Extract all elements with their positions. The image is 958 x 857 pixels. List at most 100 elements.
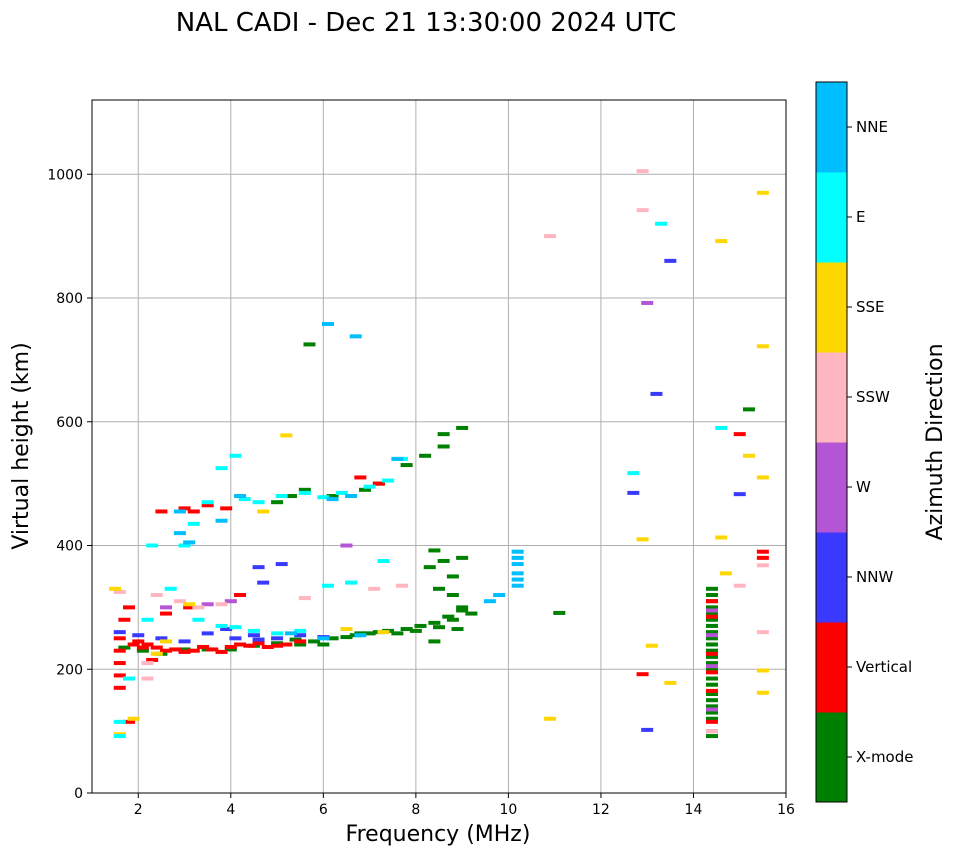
x-axis-ticks: 2 4 6 8 10 12 14 16	[134, 793, 795, 818]
colorbar-frame	[815, 81, 848, 803]
data-point	[123, 719, 136, 724]
data-point	[511, 562, 524, 567]
data-point	[377, 630, 390, 635]
data-point	[183, 602, 196, 607]
data-point	[173, 531, 186, 536]
data-point	[178, 639, 191, 644]
series-w	[160, 300, 718, 712]
data-point	[150, 593, 163, 597]
data-point	[229, 636, 242, 641]
data-layer	[109, 169, 769, 739]
data-point	[756, 630, 769, 635]
data-point	[358, 487, 371, 492]
data-point	[247, 628, 260, 633]
data-point	[511, 555, 524, 560]
plot-frame	[91, 99, 787, 794]
data-point	[229, 625, 242, 630]
data-point	[224, 599, 237, 604]
y-tick-label: 800	[56, 291, 83, 307]
data-point	[183, 605, 196, 610]
data-point	[372, 481, 385, 486]
y-tick-label: 200	[56, 662, 83, 678]
data-point	[437, 558, 450, 563]
data-point	[113, 685, 126, 690]
data-point	[234, 494, 247, 498]
data-point	[109, 586, 122, 591]
colorbar-label: Vertical	[856, 658, 912, 676]
data-point	[201, 500, 214, 505]
data-point	[326, 494, 339, 498]
data-point	[511, 549, 524, 554]
data-point	[465, 611, 478, 616]
data-point	[321, 321, 334, 326]
data-point	[446, 617, 459, 622]
series-ssw	[113, 169, 769, 734]
x-axis-label: Frequency (MHz)	[346, 822, 531, 847]
data-point	[271, 636, 284, 641]
colorbar-label: W	[856, 478, 871, 496]
data-point	[705, 636, 718, 641]
data-point	[636, 537, 649, 542]
data-point	[113, 661, 126, 666]
data-point	[423, 565, 436, 570]
colorbar-segment	[816, 622, 847, 713]
data-point	[169, 647, 182, 652]
x-tick-label: 14	[685, 802, 703, 818]
data-point	[705, 593, 718, 597]
data-point	[756, 190, 769, 195]
y-tick-label: 1000	[47, 167, 83, 183]
x-tick-label: 12	[592, 802, 610, 818]
data-point	[442, 614, 455, 619]
data-point	[261, 644, 274, 649]
data-point	[187, 509, 200, 514]
data-point	[345, 494, 358, 498]
colorbar-label: SSW	[856, 388, 890, 406]
x-tick-label: 8	[411, 802, 420, 818]
data-point	[271, 631, 284, 636]
data-point	[636, 208, 649, 213]
data-point	[349, 334, 362, 339]
data-point	[160, 639, 173, 644]
data-point	[308, 639, 321, 644]
data-point	[136, 648, 149, 653]
data-point	[705, 630, 718, 635]
series-nne	[173, 321, 524, 641]
colorbar-title: Azimuth Direction	[923, 343, 948, 540]
data-point	[150, 645, 163, 650]
data-point	[173, 599, 186, 604]
y-tick-label: 0	[74, 786, 83, 802]
grid	[92, 100, 786, 793]
data-point	[234, 593, 247, 597]
data-point	[705, 642, 718, 647]
data-point	[715, 535, 728, 540]
data-point	[298, 596, 311, 601]
data-point	[511, 583, 524, 588]
data-point	[123, 605, 136, 610]
data-point	[446, 593, 459, 597]
data-point	[280, 433, 293, 438]
data-point	[132, 639, 145, 644]
data-point	[141, 676, 154, 681]
data-point	[655, 221, 668, 226]
data-point	[113, 734, 126, 739]
data-point	[123, 676, 136, 681]
colorbar-label: X-mode	[856, 748, 913, 766]
data-point	[756, 555, 769, 560]
data-point	[160, 605, 173, 610]
data-point	[127, 716, 140, 721]
colorbar-label: SSE	[856, 298, 885, 316]
series-nnw	[113, 258, 746, 732]
data-point	[197, 644, 210, 649]
data-point	[641, 727, 654, 732]
y-axis-ticks: 0 200 400 600 800 1000	[47, 167, 92, 802]
data-point	[252, 500, 265, 505]
data-point	[456, 608, 469, 613]
data-point	[456, 555, 469, 560]
data-point	[705, 670, 718, 675]
colorbar-segment	[816, 172, 847, 263]
data-point	[160, 611, 173, 616]
data-point	[391, 631, 404, 636]
data-point	[733, 583, 746, 588]
data-point	[294, 639, 307, 644]
data-point	[705, 664, 718, 669]
